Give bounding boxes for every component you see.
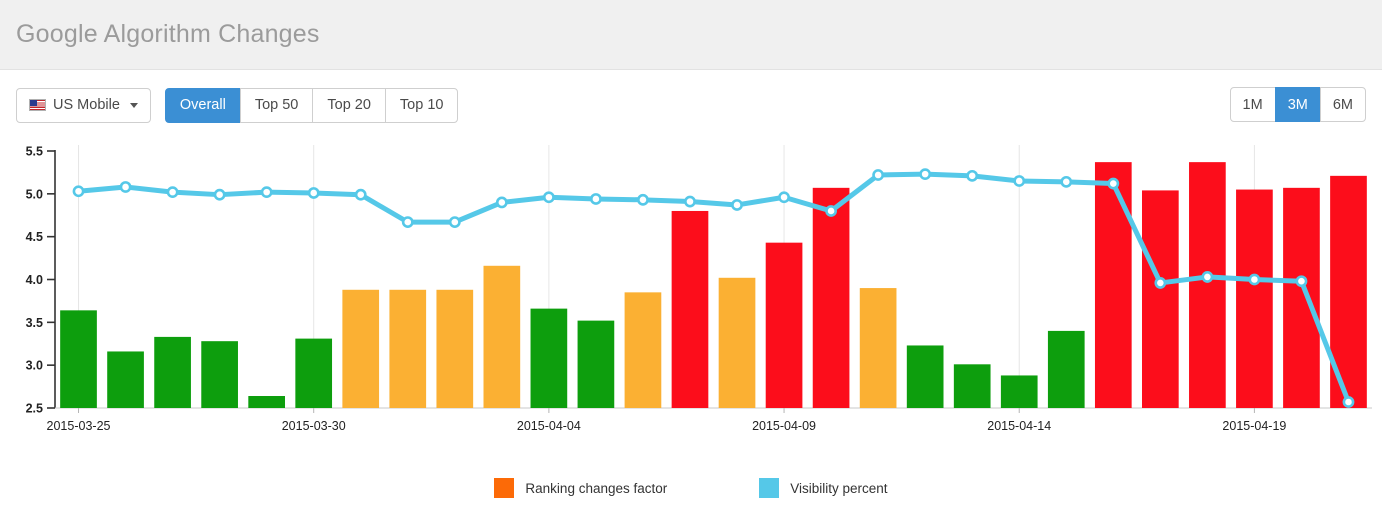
chart-line-marker xyxy=(354,188,367,201)
chart-bar xyxy=(624,292,662,408)
chart-line-marker xyxy=(825,205,837,217)
tab-top-50[interactable]: Top 50 xyxy=(239,87,314,123)
chart-container: 2.5 3.0 3.5 4.0 4.5 5.0 5.5 2015-03-25 2015-03-3… xyxy=(0,140,1382,530)
chart-bar xyxy=(342,289,380,408)
chart-bar xyxy=(765,242,803,408)
chart-bar xyxy=(389,289,427,408)
chart-line-marker xyxy=(401,216,414,229)
chart-line-marker xyxy=(307,187,320,199)
chart-bar xyxy=(248,396,286,408)
depth-tab-group: Overall Top 50 Top 20 Top 10 xyxy=(164,87,459,123)
chart-bar xyxy=(1000,375,1038,408)
chart-bar xyxy=(671,210,709,408)
svg-text:3.0: 3.0 xyxy=(26,359,43,373)
tab-overall[interactable]: Overall xyxy=(164,87,241,123)
legend-label-ranking-changes: Ranking changes factor xyxy=(525,480,668,496)
chart-line-marker xyxy=(1154,277,1167,289)
chart-bar xyxy=(859,288,897,408)
legend-swatch-ranking-changes xyxy=(494,478,515,498)
page-header: Google Algorithm Changes xyxy=(0,0,1382,70)
chart-line-marker xyxy=(919,168,932,181)
chevron-down-icon xyxy=(129,102,138,108)
tab-top-10[interactable]: Top 10 xyxy=(384,87,459,123)
chart-bar xyxy=(1236,189,1273,408)
chart-line-marker xyxy=(542,191,555,204)
tab-top-20[interactable]: Top 20 xyxy=(312,87,386,123)
chart-bar xyxy=(107,351,144,408)
chart-line-marker xyxy=(1060,175,1073,188)
chart-line-marker xyxy=(119,181,132,193)
svg-text:2015-03-30: 2015-03-30 xyxy=(282,419,346,433)
chart-line-marker xyxy=(966,169,979,182)
chart-bar xyxy=(1283,187,1320,408)
toolbar: US Mobile Overall Top 50 Top 20 Top 10 1… xyxy=(0,70,1382,140)
us-flag-icon xyxy=(29,99,46,111)
chart-line-marker xyxy=(260,186,273,199)
chart-bar xyxy=(1189,162,1226,408)
chart-line-marker xyxy=(590,193,602,205)
tab-range-1m[interactable]: 1M xyxy=(1229,87,1276,122)
chart-bar xyxy=(1047,330,1085,408)
chart-line-marker xyxy=(1248,273,1261,286)
chart-bar xyxy=(483,265,521,408)
chart-line-marker xyxy=(1013,175,1026,187)
svg-text:4.0: 4.0 xyxy=(26,273,43,287)
legend-item-ranking-changes[interactable]: Ranking changes factor xyxy=(494,478,667,498)
chart-bar xyxy=(154,336,191,408)
svg-text:5.0: 5.0 xyxy=(26,187,43,201)
chart-line-marker xyxy=(1107,177,1120,190)
legend-label-visibility: Visibility percent xyxy=(790,480,888,496)
chart-bar xyxy=(436,289,474,408)
legend-item-visibility[interactable]: Visibility percent xyxy=(759,478,888,498)
svg-text:4.5: 4.5 xyxy=(26,230,43,244)
geo-selector-label: US Mobile xyxy=(53,97,120,113)
chart-line-marker xyxy=(495,196,508,209)
chart-bar xyxy=(718,277,756,408)
chart-line-marker xyxy=(778,191,790,204)
chart-line-marker xyxy=(72,185,85,198)
chart-legend: Ranking changes factor Visibility percen… xyxy=(0,478,1382,498)
chart-line-marker xyxy=(1295,275,1308,288)
chart-line-marker xyxy=(684,195,696,208)
chart-line-marker xyxy=(448,216,461,229)
chart-line-marker xyxy=(872,169,885,181)
chart-bar xyxy=(1094,162,1132,408)
tab-range-6m[interactable]: 6M xyxy=(1319,87,1366,122)
legend-swatch-visibility xyxy=(759,478,780,498)
chart-bar xyxy=(201,341,238,408)
chart-bar xyxy=(812,187,850,408)
svg-text:5.5: 5.5 xyxy=(26,145,43,159)
svg-text:3.5: 3.5 xyxy=(26,316,43,330)
range-tab-group: 1M 3M 6M xyxy=(1229,87,1366,122)
chart-line-marker xyxy=(1201,271,1214,283)
chart-line-marker xyxy=(637,193,649,206)
chart-bar xyxy=(295,338,333,408)
chart-line-marker xyxy=(731,199,743,211)
chart-line-marker xyxy=(1342,396,1355,408)
chart-bar xyxy=(60,310,97,408)
svg-text:2015-04-19: 2015-04-19 xyxy=(1222,419,1286,433)
svg-text:2015-03-25: 2015-03-25 xyxy=(47,419,111,433)
tab-range-3m[interactable]: 3M xyxy=(1274,87,1321,122)
svg-text:2015-04-14: 2015-04-14 xyxy=(987,419,1051,433)
svg-text:2015-04-09: 2015-04-09 xyxy=(752,419,816,433)
algorithm-changes-chart: 2.5 3.0 3.5 4.0 4.5 5.0 5.5 2015-03-25 2015-03-3… xyxy=(26,145,1372,433)
chart-bar xyxy=(577,320,615,408)
page-title: Google Algorithm Changes xyxy=(16,20,320,48)
chart-bar xyxy=(530,308,568,408)
geo-selector-dropdown[interactable]: US Mobile xyxy=(16,87,151,123)
chart-line-marker xyxy=(213,188,226,201)
chart-line-marker xyxy=(166,186,179,199)
svg-text:2015-04-04: 2015-04-04 xyxy=(517,419,581,433)
chart-bar xyxy=(906,345,944,408)
chart-bar xyxy=(1141,190,1179,408)
svg-text:2.5: 2.5 xyxy=(26,402,43,416)
chart-bar xyxy=(953,364,991,408)
